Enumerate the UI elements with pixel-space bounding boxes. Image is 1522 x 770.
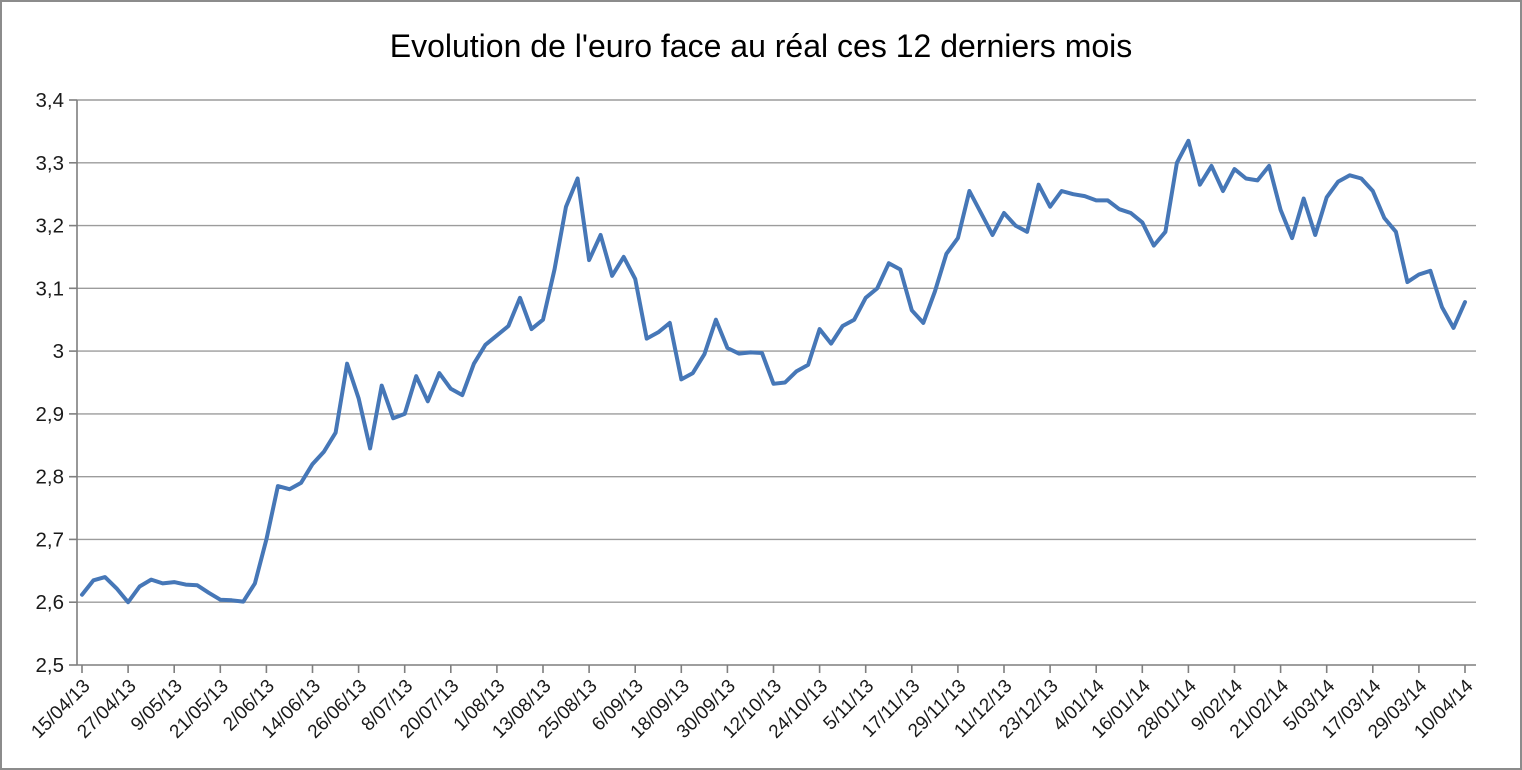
y-tick-label: 3 bbox=[53, 340, 64, 363]
y-tick-label: 3,1 bbox=[36, 277, 65, 300]
series-line-eur-brl bbox=[80, 138, 1467, 605]
y-tick-label: 3,2 bbox=[36, 215, 65, 238]
y-tick-label: 3,4 bbox=[36, 89, 65, 112]
y-tick-label: 2,9 bbox=[36, 403, 65, 426]
y-tick-label: 2,5 bbox=[36, 654, 65, 677]
y-tick-label: 2,8 bbox=[36, 466, 65, 489]
y-tick-label: 3,3 bbox=[36, 152, 65, 175]
y-tick-label: 2,7 bbox=[36, 528, 65, 551]
chart-title: Evolution de l'euro face au réal ces 12 … bbox=[389, 28, 1133, 64]
y-tick-label: 2,6 bbox=[36, 591, 65, 614]
